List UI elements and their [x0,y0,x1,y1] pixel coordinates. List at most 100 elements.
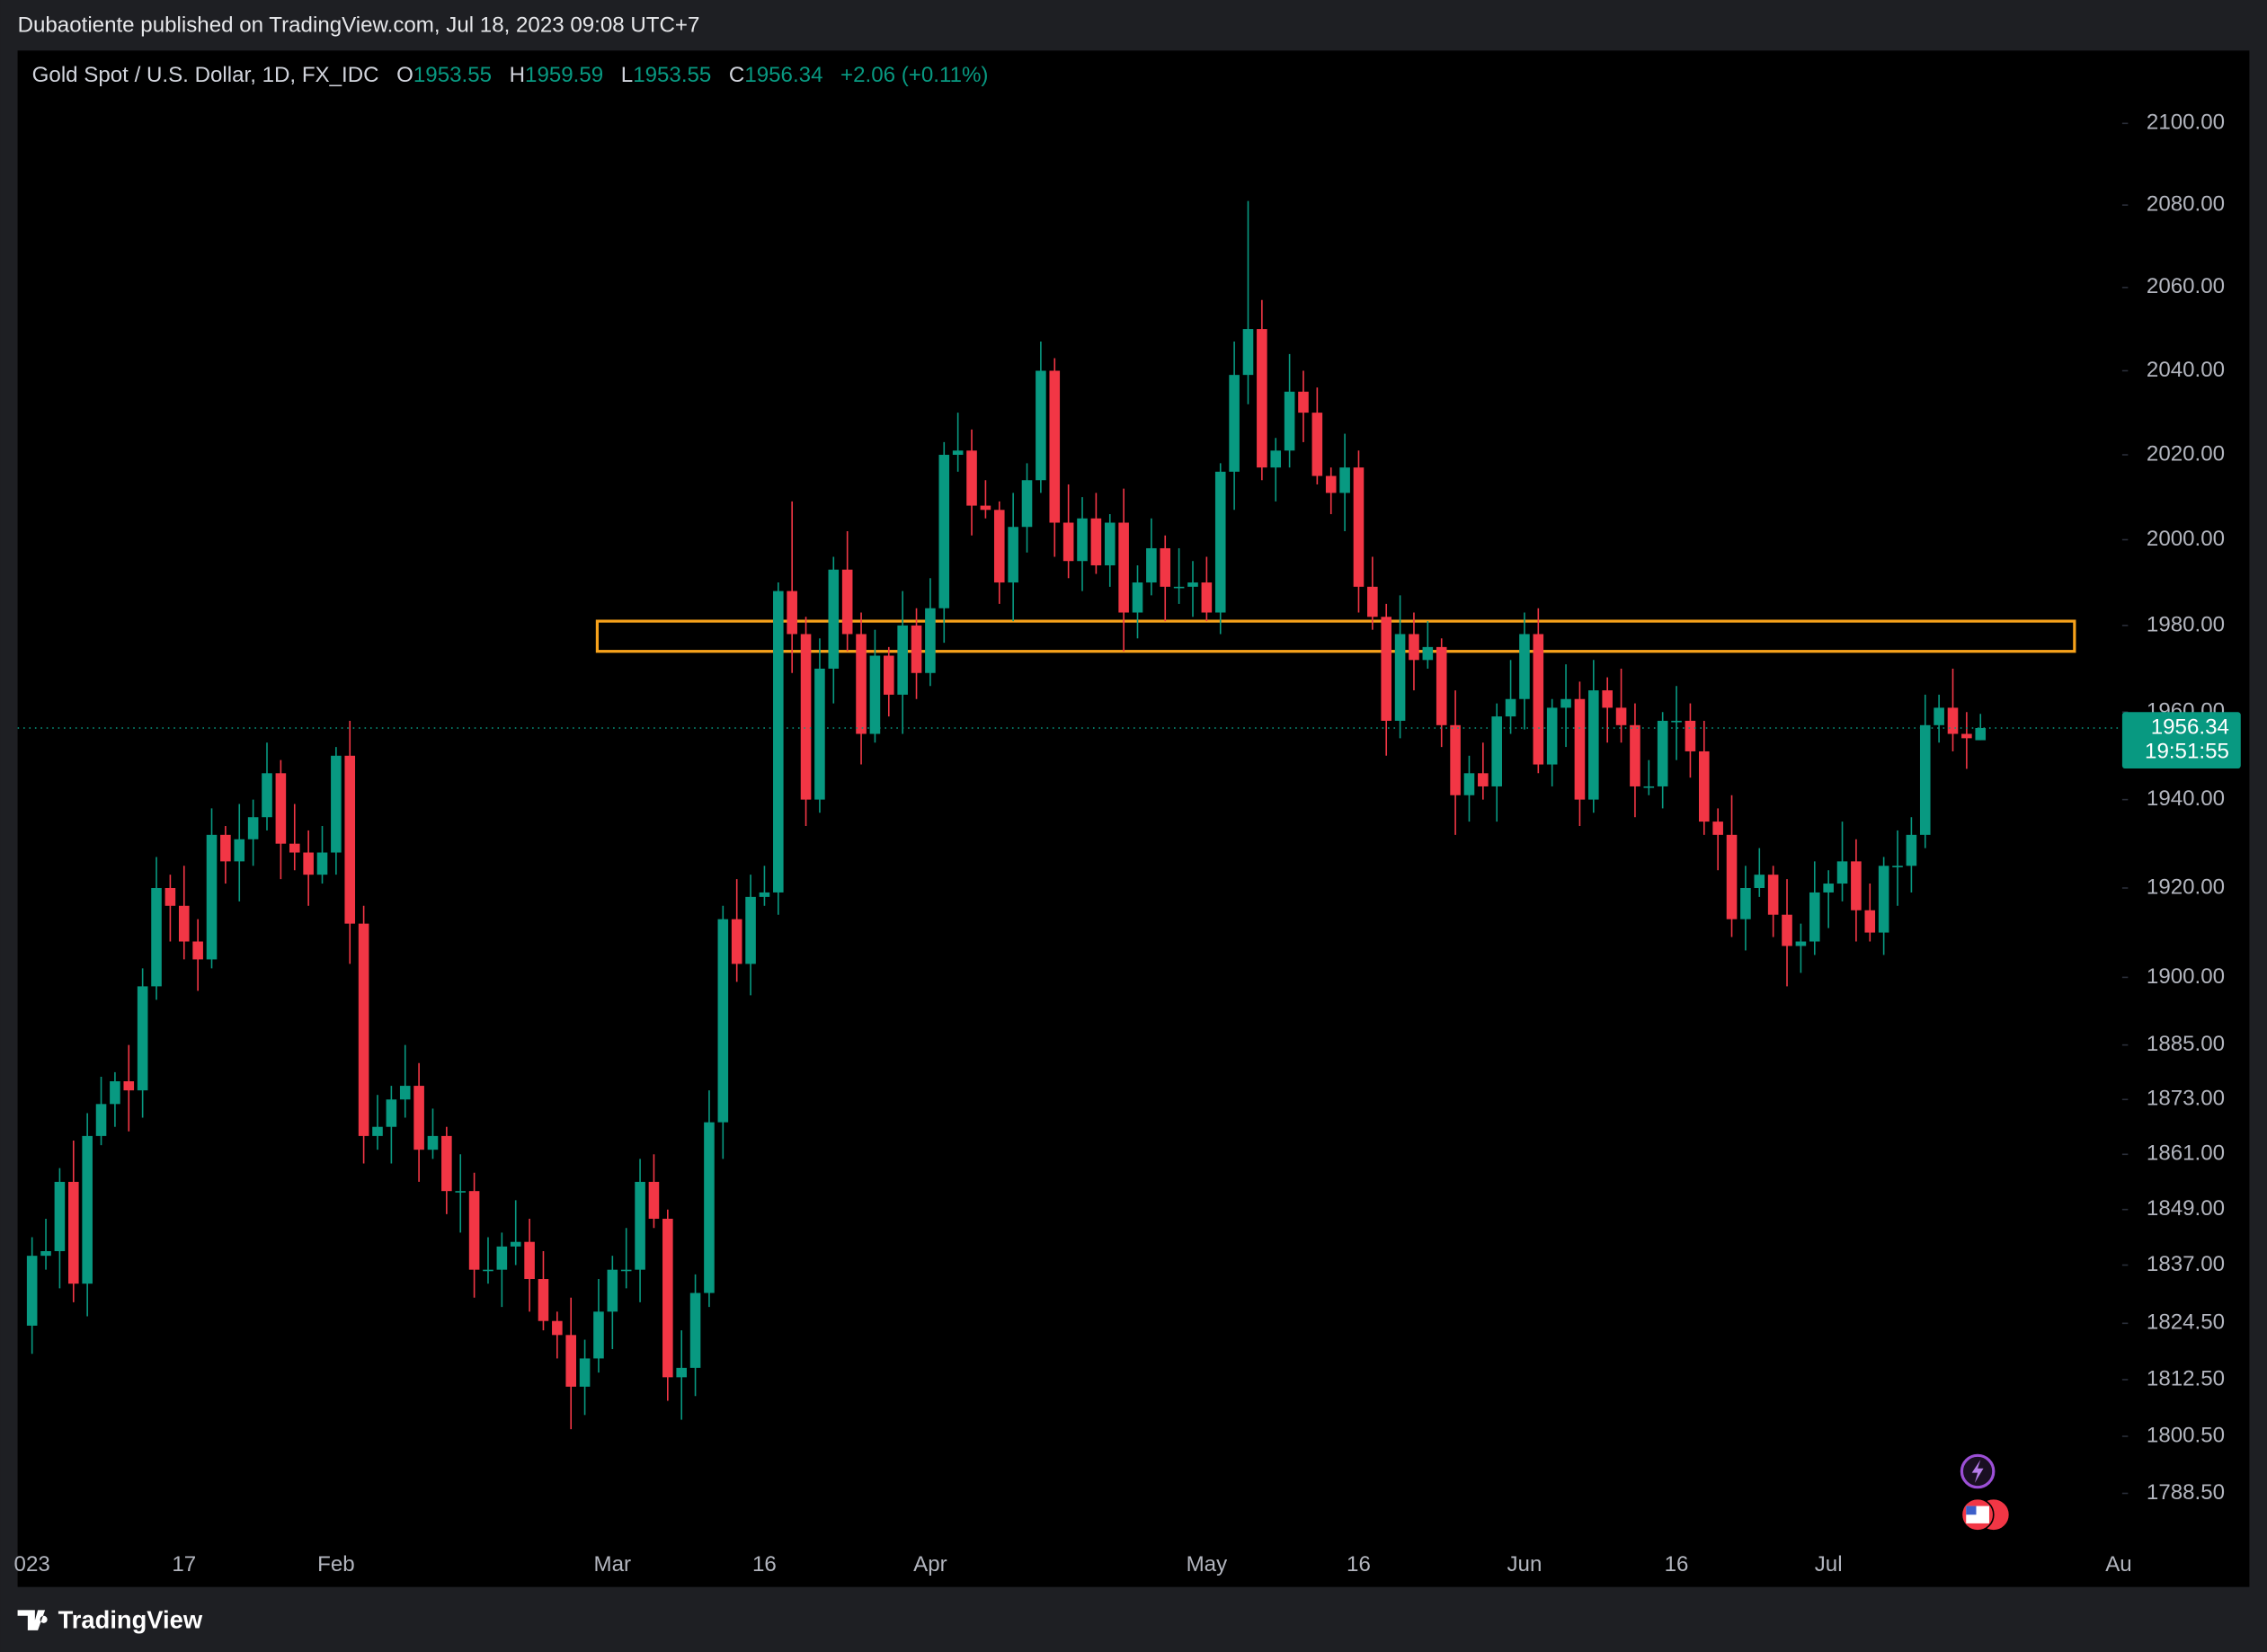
brand-logo [17,1610,48,1630]
candle-body [1118,522,1129,613]
candle-body [275,773,287,844]
candle-body [993,510,1005,583]
candle-body [95,1104,107,1136]
candle-body [455,1191,467,1193]
candle-body [1560,698,1571,708]
candle-body [1229,375,1240,472]
candle-body [1132,582,1143,613]
legend-change: +2.06 (+0.11%) [840,64,988,88]
candle-body [331,755,342,853]
candle-body [510,1241,521,1247]
overlay: 2100.00 2080.00 2060.00 2040.00 2020.00 2000.… [14,111,2241,1577]
x-tick-label: 17 [172,1552,196,1577]
candle-body [1671,720,1682,723]
legend-value: 1953.55 [633,64,711,88]
candle-body [344,755,356,924]
candle-body [1961,733,1972,739]
candle-body [178,905,190,942]
price-tag [2121,712,2241,769]
candle-body [1546,707,1558,765]
candle-body [413,1086,424,1150]
candle-body [1657,720,1668,786]
candle-body [1699,751,1710,822]
symbol: Gold Spot / U.S. Dollar, 1D, FX_IDC [32,64,379,88]
candle-body [1892,866,1903,867]
y-tick-label: 2000.00 [2147,527,2225,551]
candle-body [745,896,756,964]
candle-body [717,919,729,1123]
y-tick-label: 1788.50 [2147,1480,2225,1505]
x-tick-label: May [1187,1552,1228,1577]
candle-body [731,919,742,964]
candle-body [1242,329,1254,376]
plot-area [17,200,2122,1430]
candle-body [1298,391,1309,413]
candle-body [1795,941,1807,946]
candle-body [496,1246,508,1270]
candle-body [593,1311,604,1359]
candle-body [358,923,369,1136]
x-tick-label: Mar [594,1552,632,1577]
candle-body [1574,698,1586,800]
candle-body [262,773,272,818]
candle-body [1173,586,1185,589]
legend-line: Gold Spot / U.S. Dollar, 1D, FX_IDC O195… [32,64,989,88]
candle-body [468,1191,480,1270]
x-tick-label: 16 [1665,1552,1689,1577]
candle-body [1740,887,1751,919]
candle-body [1214,471,1226,613]
x-tick-label: Jul [1815,1552,1843,1577]
candle-body [1008,527,1018,583]
candle-body [234,839,245,862]
candle-body [1036,370,1046,481]
candle-body [1851,861,1862,910]
candle-body [800,634,812,800]
candle-body [1864,910,1876,933]
candle-body [399,1086,411,1100]
candle-body [1270,450,1282,468]
candle-body [316,852,328,875]
candle-body [966,450,977,506]
candle-body [1450,724,1461,795]
candle-body [1463,773,1475,795]
candle-body [82,1135,93,1284]
zone [595,619,2076,653]
candle-body [1767,875,1779,915]
candle-body [1726,834,1738,919]
legend-value: 1959.59 [525,64,603,88]
y-tick-label: 1980.00 [2147,612,2225,636]
candle-body [620,1269,632,1272]
candle-body [925,608,936,673]
candle-body [828,569,840,669]
candle-body [1823,884,1834,893]
candle-body [1049,370,1061,523]
candle-body [759,892,770,897]
y-tick-label: 1885.00 [2147,1032,2225,1056]
candle-body [1754,875,1765,888]
candle-body [911,625,922,673]
x-tick-label: Au [2105,1552,2132,1577]
candle-body [1339,467,1350,493]
candle-body [1809,892,1820,942]
candle-body [1394,634,1406,721]
candle-body [1146,547,1157,583]
candle-body [676,1367,687,1378]
candle-body [1975,727,1987,741]
candle-body [1353,467,1365,587]
legend-letter: O [396,64,413,88]
event-icon-bolt [1971,1460,1984,1483]
candle-body [565,1335,577,1387]
y-tick-label: 1824.50 [2147,1310,2225,1335]
candle-body [1934,707,1944,725]
legend-value: 1953.55 [413,64,492,88]
candle-body [1436,646,1447,725]
candle-body [938,455,950,608]
candle-body [689,1292,701,1368]
candle-body [897,625,908,695]
candle-body [1104,522,1116,565]
y-tick-label: 1812.50 [2147,1366,2225,1390]
candle-body [1602,690,1613,708]
candle-body [1947,707,1959,734]
x-tick-label: 16 [1347,1552,1371,1577]
